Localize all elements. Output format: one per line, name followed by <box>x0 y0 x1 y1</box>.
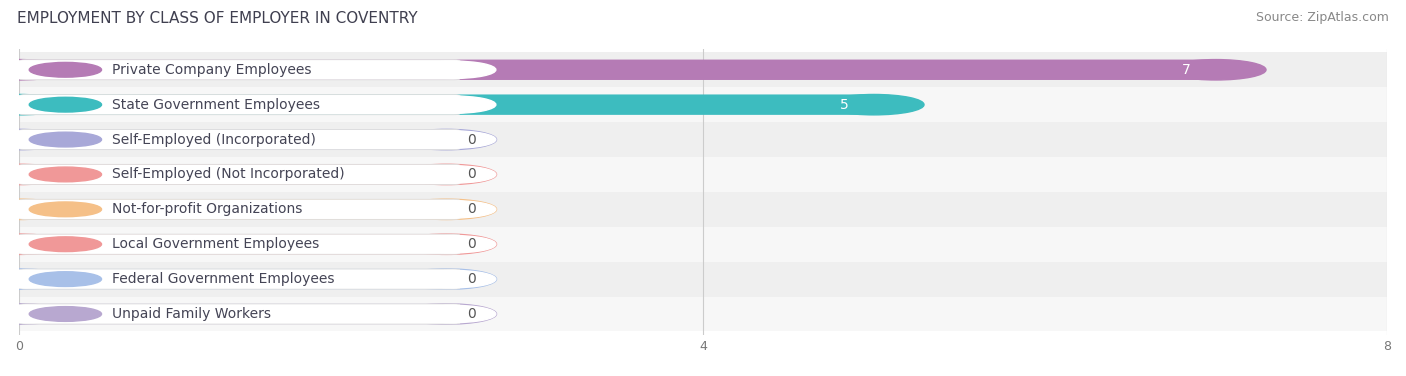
Circle shape <box>0 96 69 113</box>
Bar <box>0 157 1406 192</box>
Circle shape <box>411 270 496 288</box>
Circle shape <box>396 164 496 185</box>
Circle shape <box>0 235 69 253</box>
Text: 0: 0 <box>467 272 475 286</box>
Circle shape <box>0 305 69 323</box>
Text: EMPLOYMENT BY CLASS OF EMPLOYER IN COVENTRY: EMPLOYMENT BY CLASS OF EMPLOYER IN COVEN… <box>17 11 418 26</box>
Circle shape <box>396 269 496 289</box>
Circle shape <box>30 272 101 287</box>
Text: State Government Employees: State Government Employees <box>112 98 319 112</box>
Circle shape <box>30 306 101 321</box>
Text: Self-Employed (Incorporated): Self-Employed (Incorporated) <box>112 133 316 147</box>
Text: 7: 7 <box>1181 63 1191 77</box>
Circle shape <box>0 269 69 289</box>
Text: 0: 0 <box>467 133 475 147</box>
Circle shape <box>411 235 496 253</box>
Circle shape <box>411 61 496 79</box>
Circle shape <box>30 97 101 112</box>
Text: Not-for-profit Organizations: Not-for-profit Organizations <box>112 202 302 216</box>
Circle shape <box>824 94 924 115</box>
Circle shape <box>411 305 496 323</box>
Circle shape <box>396 234 496 255</box>
Bar <box>0 122 1406 157</box>
FancyBboxPatch shape <box>20 269 460 289</box>
Bar <box>0 52 1406 87</box>
Text: 0: 0 <box>467 307 475 321</box>
FancyBboxPatch shape <box>20 129 447 150</box>
Circle shape <box>0 94 69 115</box>
FancyBboxPatch shape <box>20 304 447 324</box>
Bar <box>0 297 1406 331</box>
Bar <box>0 87 1406 122</box>
Circle shape <box>30 62 101 77</box>
Circle shape <box>396 129 496 150</box>
FancyBboxPatch shape <box>20 269 447 289</box>
Circle shape <box>0 129 69 150</box>
FancyBboxPatch shape <box>20 199 447 220</box>
Text: 0: 0 <box>467 237 475 251</box>
Circle shape <box>30 132 101 147</box>
Text: 0: 0 <box>467 167 475 182</box>
FancyBboxPatch shape <box>20 234 460 254</box>
FancyBboxPatch shape <box>20 304 460 324</box>
Circle shape <box>30 202 101 217</box>
Circle shape <box>411 131 496 148</box>
Circle shape <box>411 96 496 113</box>
Circle shape <box>0 164 69 185</box>
Circle shape <box>0 304 69 324</box>
Circle shape <box>1166 59 1265 80</box>
Text: Self-Employed (Not Incorporated): Self-Employed (Not Incorporated) <box>112 167 344 182</box>
Circle shape <box>0 201 69 218</box>
Text: Private Company Employees: Private Company Employees <box>112 63 311 77</box>
Bar <box>0 192 1406 227</box>
Text: Local Government Employees: Local Government Employees <box>112 237 319 251</box>
FancyBboxPatch shape <box>20 164 460 185</box>
FancyBboxPatch shape <box>20 164 447 185</box>
FancyBboxPatch shape <box>20 234 447 255</box>
FancyBboxPatch shape <box>20 59 1216 80</box>
FancyBboxPatch shape <box>20 95 460 115</box>
Circle shape <box>0 131 69 148</box>
Text: 0: 0 <box>467 202 475 216</box>
Circle shape <box>30 237 101 252</box>
Text: Unpaid Family Workers: Unpaid Family Workers <box>112 307 271 321</box>
Circle shape <box>30 167 101 182</box>
Circle shape <box>0 166 69 183</box>
Circle shape <box>396 199 496 220</box>
Circle shape <box>396 304 496 324</box>
Text: 5: 5 <box>839 98 848 112</box>
Circle shape <box>0 61 69 79</box>
Text: Source: ZipAtlas.com: Source: ZipAtlas.com <box>1256 11 1389 24</box>
FancyBboxPatch shape <box>20 94 875 115</box>
Circle shape <box>0 270 69 288</box>
Bar <box>0 227 1406 262</box>
FancyBboxPatch shape <box>20 129 460 150</box>
Circle shape <box>411 166 496 183</box>
Circle shape <box>411 201 496 218</box>
Bar <box>0 262 1406 297</box>
Circle shape <box>0 199 69 220</box>
FancyBboxPatch shape <box>20 199 460 220</box>
FancyBboxPatch shape <box>20 60 460 80</box>
Circle shape <box>0 59 69 80</box>
Circle shape <box>0 234 69 255</box>
Text: Federal Government Employees: Federal Government Employees <box>112 272 335 286</box>
